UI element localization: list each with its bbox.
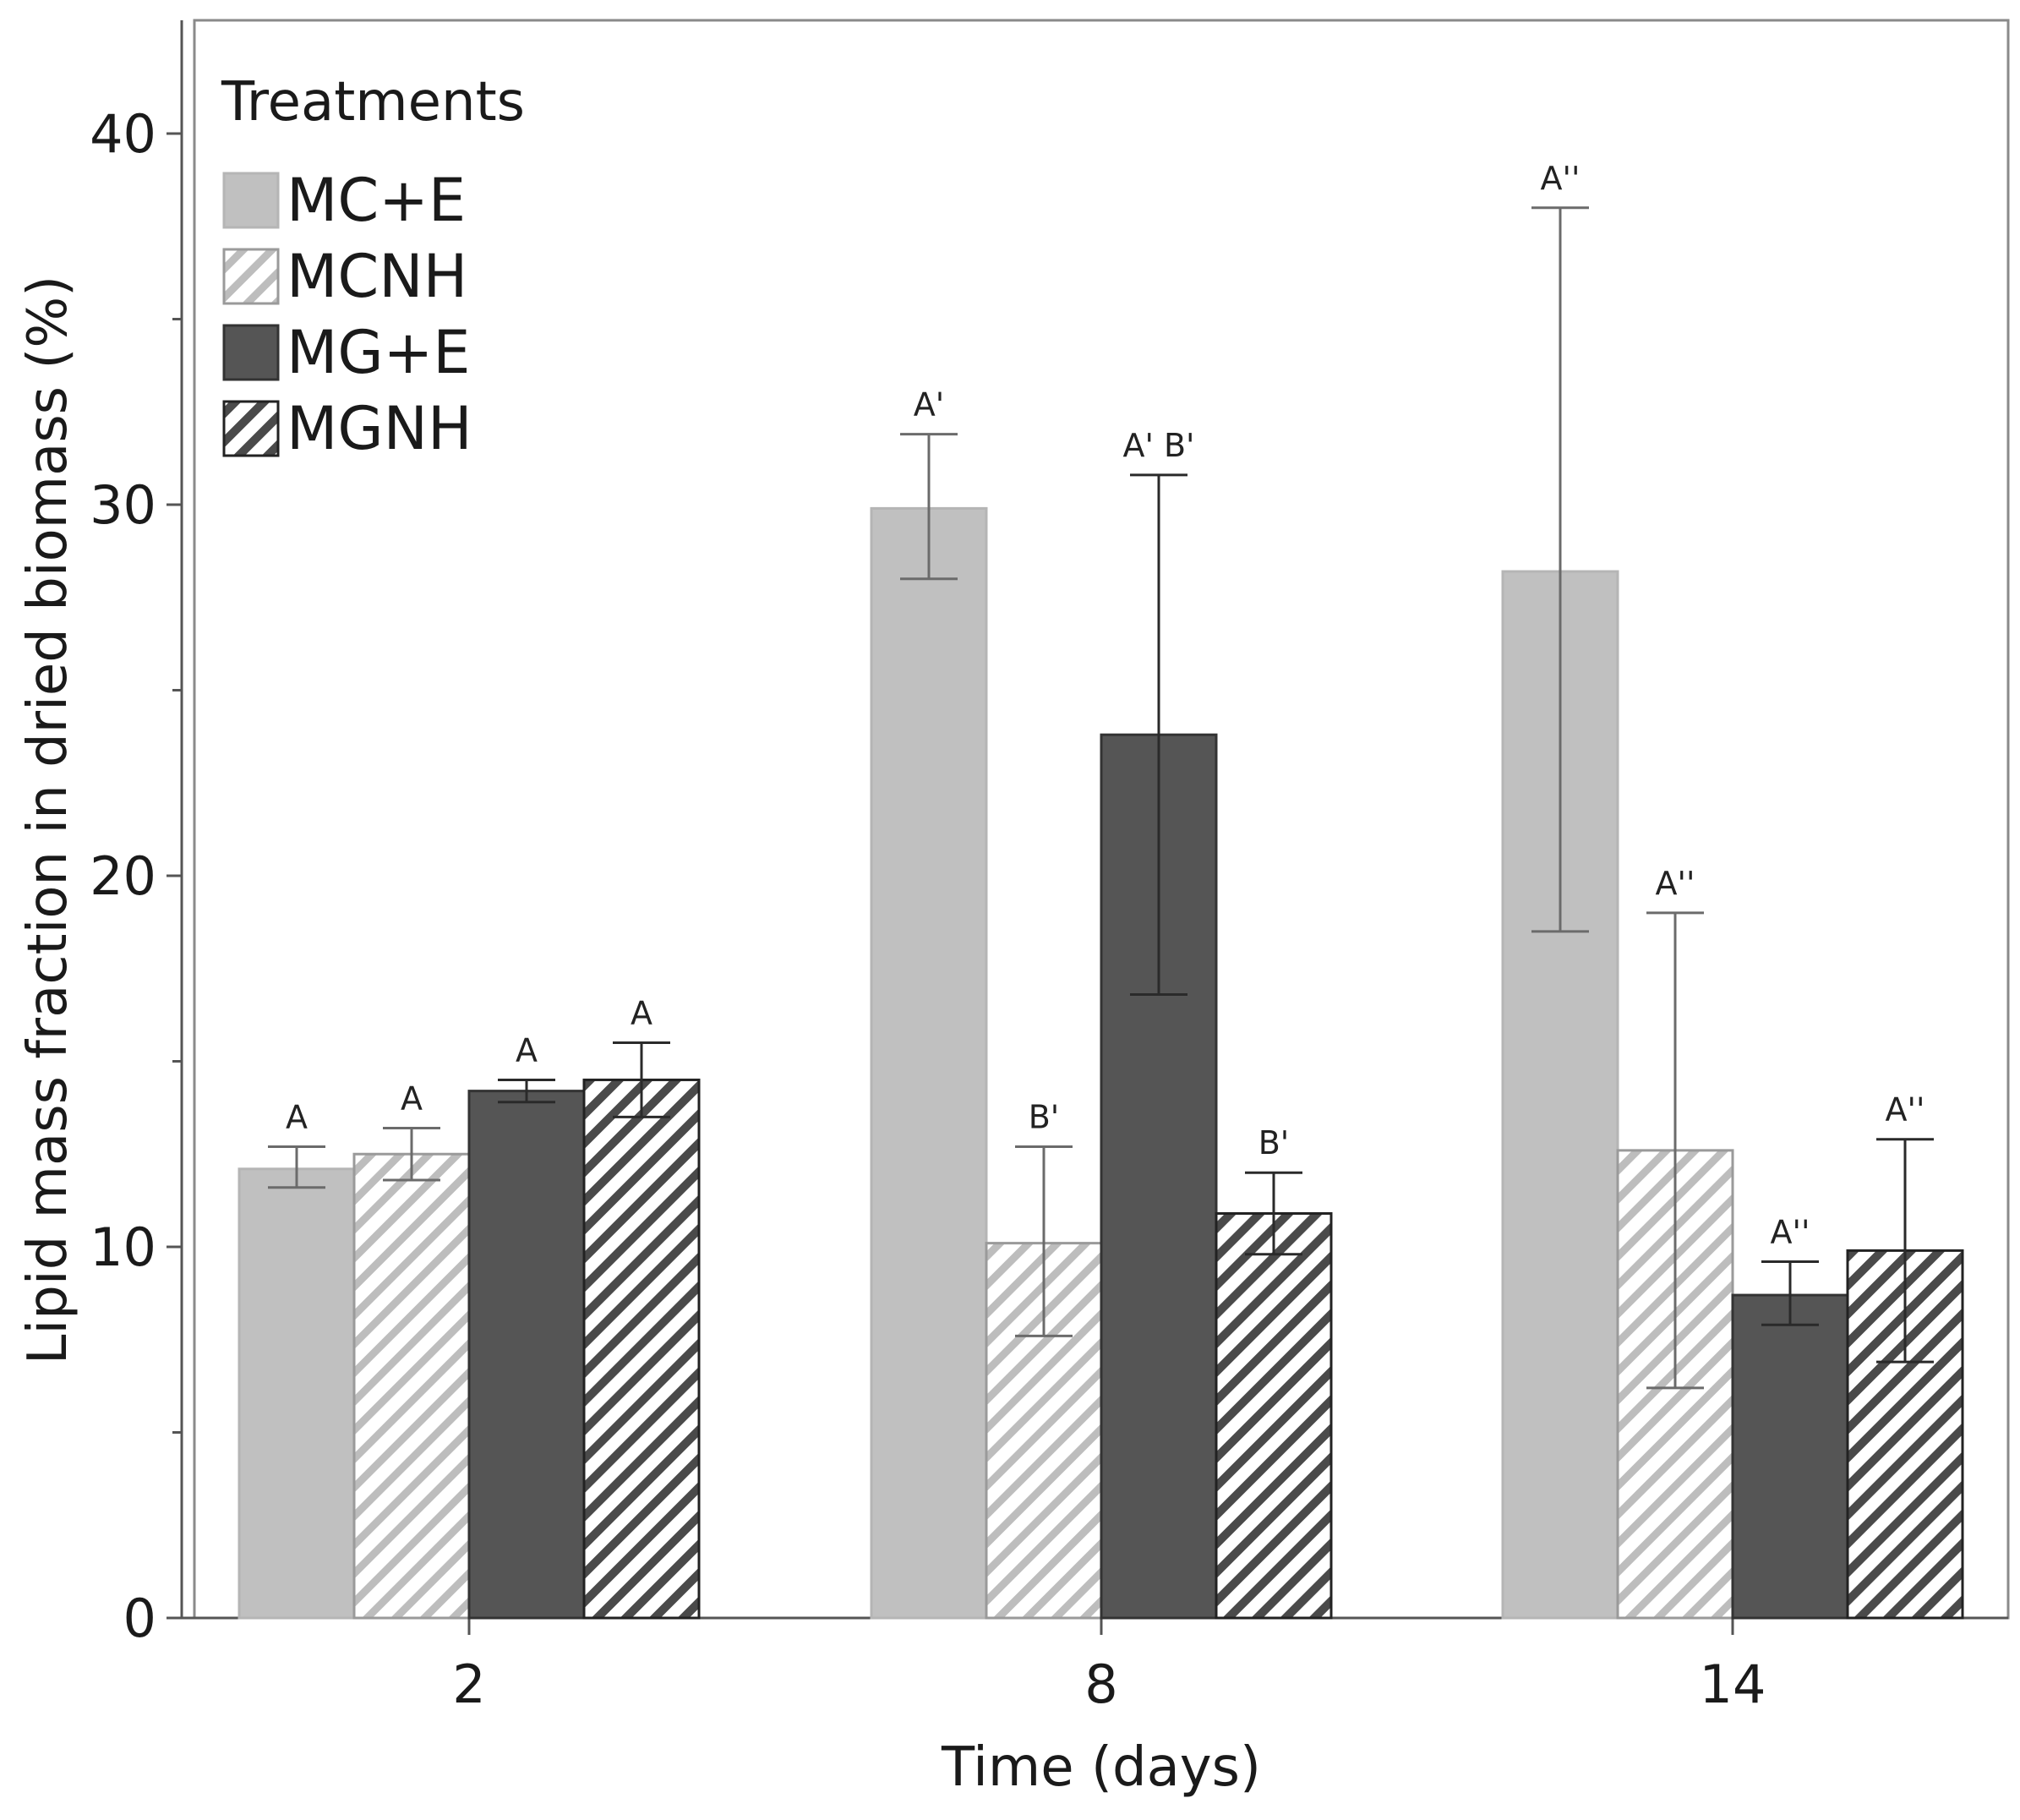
legend-swatch (222, 324, 280, 381)
bar-mgnh-day-2 (582, 1078, 701, 1620)
legend-item: MC+E (222, 166, 466, 235)
significance-label: A (631, 995, 652, 1032)
significance-label: A'' (1886, 1091, 1925, 1129)
legend-swatch (222, 248, 280, 305)
legend-item: MCNH (222, 242, 467, 311)
bar-mg-e-day-2 (467, 1090, 586, 1620)
error-bar (1531, 206, 1589, 933)
legend-title: Treatments (221, 71, 525, 134)
significance-label: B' (1029, 1098, 1060, 1135)
significance-label: A'' (1656, 865, 1695, 902)
error-bar (1761, 1260, 1819, 1326)
x-tick-label: 14 (1700, 1653, 1766, 1715)
error-bar (498, 1078, 555, 1104)
significance-label: A (401, 1080, 423, 1118)
y-tick-label: 40 (90, 103, 156, 165)
y-tick-label: 10 (90, 1216, 156, 1278)
significance-label: B' (1258, 1124, 1290, 1161)
legend-label: MC+E (287, 166, 466, 235)
y-axis-title: Lipid mass fraction in dried biomass (%) (17, 276, 79, 1364)
legend-label: MG+E (287, 318, 471, 387)
significance-label: A' B' (1122, 427, 1194, 464)
bar-mcnh-day-2 (352, 1152, 471, 1620)
bar-mc-e-day-2 (237, 1167, 356, 1620)
y-tick-label: 30 (90, 474, 156, 536)
x-tick-label: 2 (452, 1653, 485, 1715)
error-bar (900, 433, 958, 581)
legend: Treatments MC+E MCNH MG+E MGNH (221, 71, 525, 463)
error-bar (1245, 1171, 1302, 1256)
bars (237, 506, 1964, 1620)
legend-items: MC+E MCNH MG+E MGNH (222, 166, 472, 463)
error-bars (268, 206, 1934, 1390)
x-axis-title: Time (days) (941, 1736, 1261, 1799)
legend-swatch (222, 400, 280, 457)
legend-label: MGNH (287, 394, 472, 463)
error-bar (383, 1127, 440, 1182)
legend-item: MG+E (222, 318, 471, 387)
error-bar (1015, 1145, 1073, 1337)
legend-item: MGNH (222, 394, 472, 463)
significance-labels: A A' A'' A B' A'' A A' B' A'' A B' A'' (286, 160, 1924, 1251)
bar-mc-e-day-8 (870, 506, 988, 1620)
error-bar (268, 1145, 325, 1189)
significance-label: A (286, 1098, 308, 1135)
y-tick-label: 0 (123, 1588, 156, 1649)
significance-label: A (516, 1031, 538, 1068)
error-bar (1876, 1138, 1934, 1364)
y-axis: 0 10 20 30 40 (90, 20, 183, 1649)
x-axis: 2 8 14 (182, 1616, 2008, 1715)
legend-swatch (222, 172, 280, 229)
significance-label: A'' (1541, 160, 1581, 197)
x-tick-label: 8 (1084, 1653, 1117, 1715)
error-bar (1130, 473, 1187, 996)
significance-label: A'' (1771, 1214, 1810, 1251)
legend-label: MCNH (287, 242, 467, 311)
significance-label: A' (914, 386, 944, 424)
error-bar (1646, 911, 1704, 1390)
bar-mg-e-day-14 (1731, 1293, 1849, 1620)
y-tick-label: 20 (90, 845, 156, 907)
error-bar (613, 1041, 670, 1118)
bar-mgnh-day-8 (1215, 1211, 1333, 1620)
